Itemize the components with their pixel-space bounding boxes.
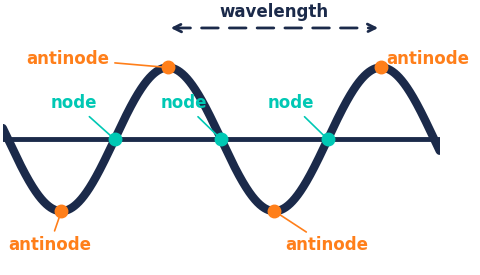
Text: antinode: antinode (381, 50, 469, 68)
Text: antinode: antinode (277, 213, 368, 254)
Text: node: node (267, 94, 326, 138)
Text: wavelength: wavelength (220, 3, 329, 21)
Text: antinode: antinode (8, 214, 91, 254)
Text: antinode: antinode (26, 50, 165, 68)
Text: node: node (51, 94, 113, 138)
Text: node: node (161, 94, 219, 138)
